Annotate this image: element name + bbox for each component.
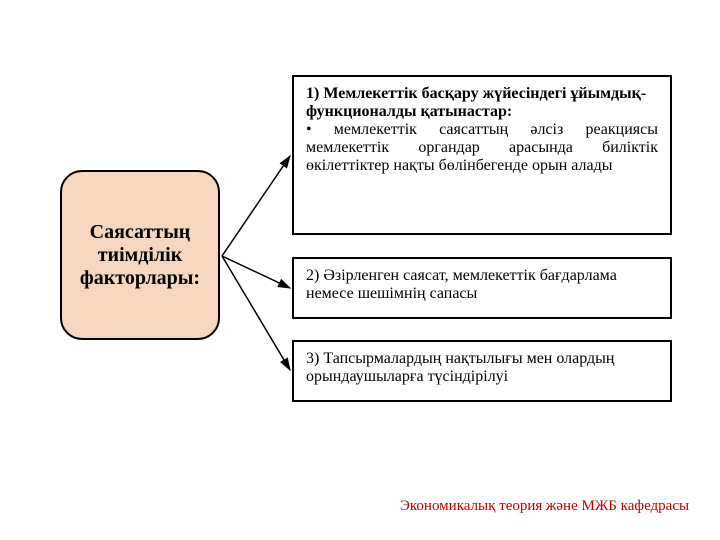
target-box-2: 2) Әзірленген саясат, мемлекеттік бағдар… — [292, 257, 672, 319]
target-box-3: 3) Тапсырмалардың нақтылығы мен олардың … — [292, 340, 672, 402]
target-1-title: 1) Мемлекеттік басқару жүйесіндегі ұйымд… — [306, 85, 658, 121]
target-1-body: • мемлекеттік саясаттың әлсіз реакциясы … — [306, 121, 658, 175]
diagram-canvas: Саясаттың тиімділік факторлары: 1) Мемле… — [0, 0, 720, 540]
target-box-1: 1) Мемлекеттік басқару жүйесіндегі ұйымд… — [292, 75, 672, 235]
target-2-body: 2) Әзірленген саясат, мемлекеттік бағдар… — [306, 267, 658, 303]
footer-text: Экономикалық теория және МЖБ кафедрасы — [400, 498, 689, 514]
source-node: Саясаттың тиімділік факторлары: — [60, 170, 220, 340]
source-label: Саясаттың тиімділік факторлары: — [70, 221, 210, 290]
footer-credit: Экономикалық теория және МЖБ кафедрасы — [400, 498, 710, 515]
target-3-body: 3) Тапсырмалардың нақтылығы мен олардың … — [306, 350, 658, 386]
